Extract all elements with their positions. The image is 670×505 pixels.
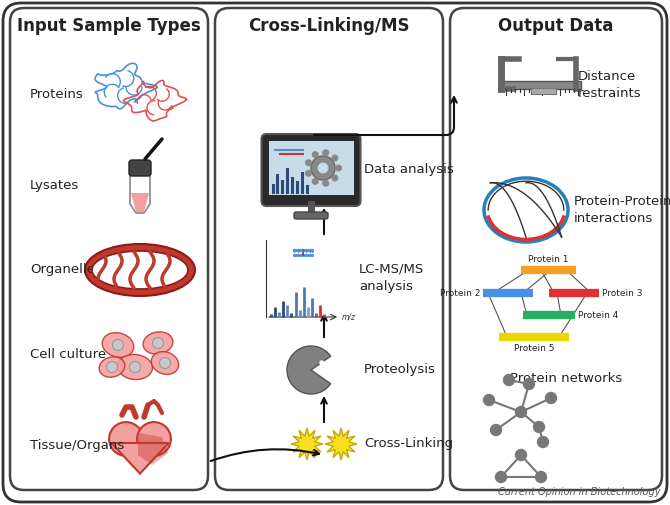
Polygon shape xyxy=(131,193,149,212)
Text: Tissue/Organs: Tissue/Organs xyxy=(30,438,124,451)
FancyBboxPatch shape xyxy=(269,141,354,195)
Bar xyxy=(266,242,336,315)
Text: Protein 3: Protein 3 xyxy=(602,288,643,297)
Circle shape xyxy=(496,472,507,482)
Circle shape xyxy=(159,358,170,369)
Circle shape xyxy=(107,362,117,373)
Circle shape xyxy=(490,425,502,435)
Circle shape xyxy=(153,337,163,348)
Wedge shape xyxy=(287,346,331,394)
Circle shape xyxy=(523,379,535,389)
FancyBboxPatch shape xyxy=(294,212,328,219)
Text: Cell culture: Cell culture xyxy=(30,348,106,362)
Text: Output Data: Output Data xyxy=(498,17,614,35)
Text: Protein networks: Protein networks xyxy=(510,372,622,384)
Circle shape xyxy=(305,170,312,177)
Circle shape xyxy=(318,163,328,173)
Text: m/z: m/z xyxy=(342,313,356,322)
Circle shape xyxy=(515,407,527,418)
FancyBboxPatch shape xyxy=(261,134,360,206)
Text: Protein 2: Protein 2 xyxy=(440,288,480,297)
Text: Organelles: Organelles xyxy=(30,264,102,277)
Circle shape xyxy=(322,180,329,187)
Circle shape xyxy=(484,394,494,406)
Text: Proteolysis: Proteolysis xyxy=(364,364,436,377)
Circle shape xyxy=(322,149,329,156)
Ellipse shape xyxy=(99,357,125,377)
Text: Lysates: Lysates xyxy=(30,178,79,191)
Ellipse shape xyxy=(92,251,188,289)
Circle shape xyxy=(545,392,557,403)
Circle shape xyxy=(503,375,515,385)
FancyBboxPatch shape xyxy=(531,88,556,94)
Circle shape xyxy=(335,165,342,172)
Ellipse shape xyxy=(103,333,134,358)
Polygon shape xyxy=(325,428,357,460)
Polygon shape xyxy=(138,433,168,465)
Ellipse shape xyxy=(85,244,195,296)
Circle shape xyxy=(533,422,545,432)
Ellipse shape xyxy=(117,355,153,380)
Text: LC-MS/MS
analysis: LC-MS/MS analysis xyxy=(359,263,424,293)
Text: Protein 4: Protein 4 xyxy=(578,311,618,320)
Ellipse shape xyxy=(151,351,179,374)
Circle shape xyxy=(515,449,527,461)
Text: Cross-Linking: Cross-Linking xyxy=(364,437,453,450)
Circle shape xyxy=(320,360,324,365)
FancyBboxPatch shape xyxy=(501,81,581,89)
Circle shape xyxy=(535,472,547,482)
Text: Current Opinion in Biotechnology: Current Opinion in Biotechnology xyxy=(498,487,660,497)
FancyBboxPatch shape xyxy=(129,160,151,176)
Circle shape xyxy=(109,422,143,456)
Circle shape xyxy=(332,174,338,181)
Polygon shape xyxy=(291,428,323,460)
Circle shape xyxy=(305,159,312,166)
Circle shape xyxy=(312,151,319,158)
Text: Protein-Protein
interactions: Protein-Protein interactions xyxy=(574,195,670,225)
Circle shape xyxy=(137,422,171,456)
Circle shape xyxy=(311,156,335,180)
Text: Distance
restraints: Distance restraints xyxy=(578,70,642,100)
Text: Data analysis: Data analysis xyxy=(364,164,454,177)
Circle shape xyxy=(312,178,319,185)
Circle shape xyxy=(129,362,141,373)
Text: Cross-Linking/MS: Cross-Linking/MS xyxy=(249,17,410,35)
Text: Proteins: Proteins xyxy=(30,88,84,102)
Polygon shape xyxy=(130,173,150,213)
Circle shape xyxy=(332,155,338,162)
Polygon shape xyxy=(111,443,169,474)
Text: Protein 5: Protein 5 xyxy=(514,344,554,353)
Text: Protein 1: Protein 1 xyxy=(528,255,569,264)
Circle shape xyxy=(113,339,123,350)
Ellipse shape xyxy=(143,332,173,354)
Text: Input Sample Types: Input Sample Types xyxy=(17,17,201,35)
Circle shape xyxy=(537,436,549,447)
